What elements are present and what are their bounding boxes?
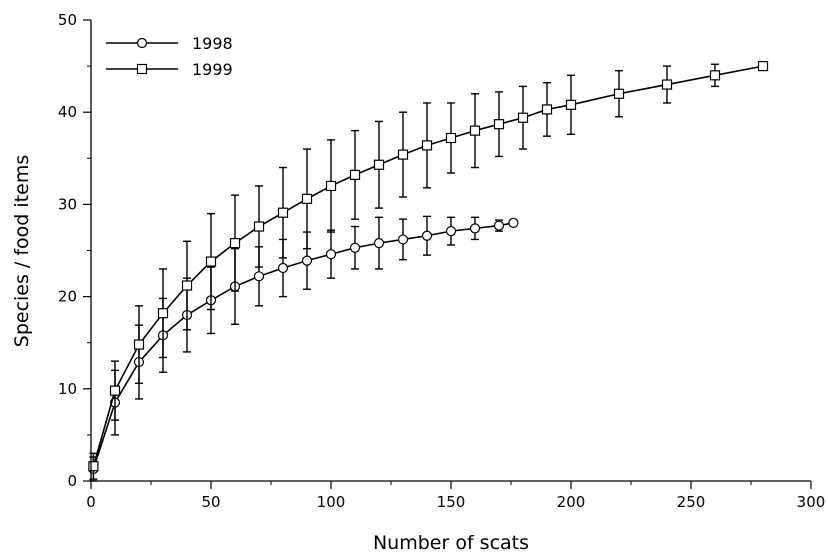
series-1999 [88,60,769,480]
y-tick-label: 0 [67,472,77,490]
y-tick-label: 30 [58,195,77,213]
data-point [157,308,169,319]
data-point [517,112,529,123]
legend-marker [136,37,148,49]
data-point [325,180,337,192]
data-point [469,125,481,136]
data-point [277,262,289,274]
data-point [229,238,241,249]
data-point [508,217,519,228]
data-point [325,249,337,260]
data-point [469,223,481,234]
data-point [565,99,577,110]
data-point [88,461,99,472]
data-point [421,140,433,151]
x-tick-label: 50 [201,493,220,511]
x-tick-label: 200 [557,493,586,511]
legend-label: 1998 [192,34,233,53]
data-point [253,221,265,232]
data-point [205,256,217,267]
axes: 0 50 100 150 200 250 300 0 10 20 30 40 50 [58,11,825,511]
data-point [397,234,409,245]
data-point [709,70,721,81]
legend-label: 1999 [192,60,233,79]
data-point [397,149,409,160]
y-tick-label: 10 [58,380,77,398]
data-point [613,88,625,99]
y-tick-label: 50 [58,11,77,29]
plot-area [88,60,769,482]
data-point [133,339,145,350]
data-point [109,385,121,396]
y-tick-label: 40 [58,103,77,121]
legend-entry-1998: 1998 [106,34,233,53]
series-line [92,65,764,467]
data-point [421,230,433,241]
x-axis-title: Number of scats [373,532,529,553]
data-point [445,226,457,237]
data-point [493,220,505,231]
data-point [349,169,361,180]
data-point [181,280,193,291]
data-point [349,242,361,253]
x-tick-label: 0 [86,493,96,511]
legend-entry-1999: 1999 [106,60,233,79]
legend: 1998 1999 [106,34,233,79]
data-point [541,104,553,115]
legend-marker [136,63,148,75]
data-point [757,60,769,72]
y-axis-title: Species / food items [11,155,33,347]
data-point [253,271,265,282]
data-point [301,255,313,266]
data-point [661,79,673,90]
data-point [493,119,505,130]
x-tick-label: 150 [437,493,466,511]
x-tick-label: 250 [677,493,706,511]
data-point [277,207,289,218]
data-point [445,132,457,144]
series-1998 [88,215,519,482]
data-point [301,193,313,204]
data-point [373,238,385,249]
y-tick-label: 20 [58,288,77,306]
x-tick-label: 100 [317,493,346,511]
x-tick-label: 300 [797,493,826,511]
data-point [373,159,385,170]
